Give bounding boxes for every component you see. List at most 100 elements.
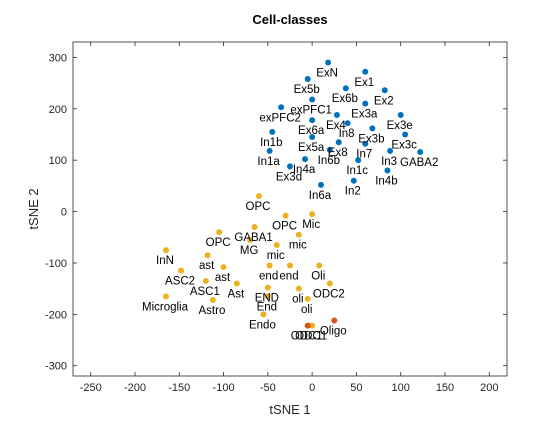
y-tick-label: -200 <box>45 309 67 321</box>
data-point <box>209 296 216 303</box>
data-point <box>362 68 369 75</box>
data-point <box>369 125 376 132</box>
data-point-label: InN <box>156 255 174 267</box>
data-point <box>304 295 311 302</box>
data-point <box>362 140 369 147</box>
data-point-label: In2 <box>345 186 361 198</box>
data-point <box>247 236 254 243</box>
x-tick-label: 50 <box>350 382 362 394</box>
data-point <box>266 147 273 154</box>
data-point <box>273 241 280 248</box>
data-point <box>264 293 271 300</box>
data-point <box>278 104 285 111</box>
data-point <box>309 117 316 124</box>
y-axis-label: tSNE 2 <box>26 188 41 229</box>
data-point <box>256 193 262 200</box>
data-point-label: mic <box>289 240 307 252</box>
data-point-label: Ex3c <box>391 139 417 151</box>
data-point-label: Oligo <box>320 326 347 338</box>
chart-title: Cell-classes <box>252 12 327 27</box>
data-point <box>344 120 351 127</box>
data-point-label: ExN <box>316 68 338 80</box>
x-tick-label: -100 <box>213 382 235 394</box>
data-point-label: OPC <box>206 237 231 249</box>
data-point <box>362 100 369 107</box>
data-point-label: In7 <box>356 149 372 161</box>
data-point <box>316 262 323 269</box>
x-tick-label: -150 <box>168 382 190 394</box>
data-point <box>333 111 340 118</box>
data-point <box>178 267 185 274</box>
data-point <box>335 139 342 146</box>
data-point-label: In4a <box>293 164 316 176</box>
x-tick-label: 0 <box>309 382 315 394</box>
data-point-label: END <box>255 293 279 305</box>
data-point-label: ODC1 <box>295 331 327 343</box>
y-tick-label: 200 <box>49 104 67 116</box>
x-tick-label: 200 <box>480 382 498 394</box>
data-point-label: Ex3e <box>387 120 413 132</box>
y-tick-label: 300 <box>49 52 67 64</box>
data-point-label: oli <box>301 304 313 316</box>
data-point-label: Ex3d <box>276 171 302 183</box>
plot-area <box>72 41 508 377</box>
data-point <box>287 262 293 269</box>
data-point-label: Oli <box>311 271 325 283</box>
data-point-label: ast <box>199 260 215 272</box>
y-tick-label: -300 <box>45 361 67 373</box>
data-point-label: Ex4 <box>326 120 346 132</box>
data-point-label: MG <box>240 245 259 257</box>
data-point-label: Ex5a <box>298 142 325 154</box>
data-point <box>266 262 273 269</box>
data-point <box>387 147 394 154</box>
data-point <box>264 284 271 291</box>
data-point-label: Ex8 <box>328 147 348 159</box>
data-point-label: In1c <box>346 165 368 177</box>
data-point-label: In1b <box>260 137 282 149</box>
data-point <box>318 181 324 188</box>
data-point-label: exPFC2 <box>259 112 301 124</box>
data-point <box>350 177 357 184</box>
data-points <box>163 59 424 329</box>
data-point-label: In6b <box>318 155 340 167</box>
x-tick-label: 150 <box>436 382 454 394</box>
data-point <box>309 134 316 141</box>
data-point <box>355 157 362 164</box>
data-point-label: GABA2 <box>400 157 438 169</box>
data-point-label: Ex6b <box>332 93 358 105</box>
data-point-label: ASC2 <box>165 276 195 288</box>
data-point-label: End <box>257 301 277 313</box>
data-point-label: In6a <box>309 190 332 202</box>
data-point-label: Microglia <box>142 301 189 313</box>
data-point <box>202 277 209 284</box>
data-point-label: exPFC1 <box>290 105 332 117</box>
data-point-label: Ex3a <box>351 109 378 121</box>
data-point-label: GABA1 <box>234 232 272 244</box>
y-axis: -300 -200 -100 0 100 200 300 <box>45 52 507 373</box>
y-tick-label: 100 <box>49 155 67 167</box>
data-point-label: Ex5b <box>294 84 320 96</box>
data-point <box>342 85 349 92</box>
data-point-label: In8 <box>339 128 355 140</box>
x-tick-label: -250 <box>80 382 102 394</box>
data-point <box>282 212 289 219</box>
data-point <box>220 264 227 271</box>
data-point <box>163 293 169 300</box>
x-axis: -250 -200 -150 -100 -50 0 50 100 150 200 <box>80 42 498 394</box>
data-point <box>381 87 388 94</box>
data-point <box>397 111 404 118</box>
data-point <box>402 131 409 138</box>
data-point-label: oli <box>292 294 304 306</box>
data-point <box>269 128 276 135</box>
data-point-label: Ast <box>228 289 245 301</box>
data-point <box>309 211 316 218</box>
x-axis-label: tSNE 1 <box>269 402 310 417</box>
data-point-label: Ex2 <box>374 95 394 107</box>
data-point <box>309 322 316 329</box>
data-point <box>216 229 223 236</box>
data-point-label: ODC2 <box>313 289 345 301</box>
data-point <box>163 247 169 254</box>
data-point <box>304 322 311 329</box>
data-point <box>233 280 240 287</box>
